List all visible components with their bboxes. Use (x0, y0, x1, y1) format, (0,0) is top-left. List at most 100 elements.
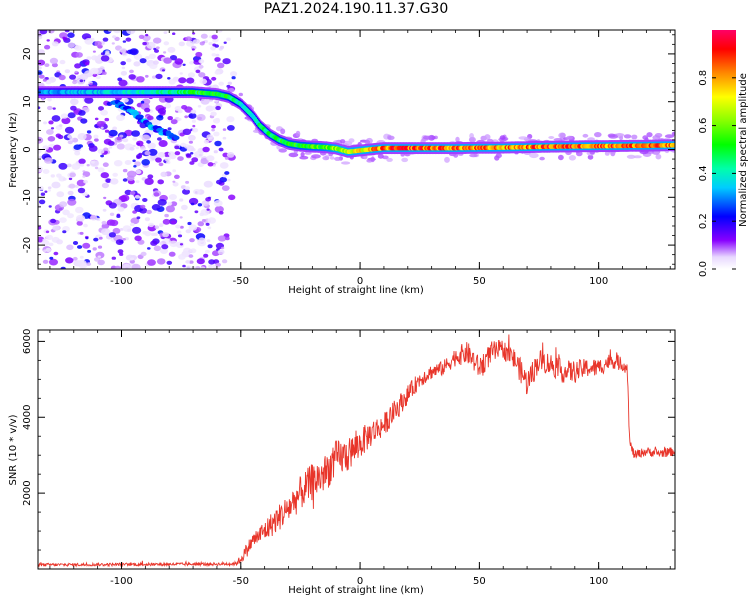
noise-speckle (68, 183, 76, 189)
noise-speckle (129, 48, 139, 56)
noise-speckle (214, 140, 222, 147)
noise-speckle (47, 105, 53, 111)
noise-speckle (73, 144, 82, 150)
noise-speckle (167, 201, 173, 206)
noise-speckle (134, 235, 142, 242)
noise-speckle (97, 259, 105, 266)
noise-speckle (222, 58, 231, 65)
noise-speckle (202, 146, 210, 153)
y-tick-label: -10 (22, 189, 33, 205)
noise-speckle (114, 36, 120, 42)
noise-speckle (213, 200, 223, 207)
noise-speckle (224, 156, 229, 160)
noise-speckle (122, 40, 127, 43)
colorbar-label: Normalized spectral amplitude (738, 73, 749, 227)
noise-speckle (210, 46, 217, 51)
noise-speckle (100, 109, 108, 116)
noise-speckle (198, 72, 206, 78)
noise-speckle (155, 157, 162, 163)
spectrogram-y-ticks: -20 -10 0 10 20 (22, 34, 675, 265)
noise-speckle (95, 75, 101, 80)
noise-speckle (59, 217, 67, 223)
noise-speckle (178, 41, 185, 47)
haze-speckle (655, 153, 662, 160)
noise-speckle (127, 170, 137, 178)
haze-speckle (300, 152, 305, 157)
noise-speckle (144, 107, 151, 113)
noise-speckle (198, 237, 205, 243)
noise-speckle (124, 160, 132, 165)
noise-speckle (94, 138, 99, 142)
haze-speckle (484, 134, 491, 140)
noise-speckle (129, 146, 135, 151)
noise-speckle (163, 51, 167, 54)
noise-speckle (211, 53, 217, 57)
noise-speckle (214, 70, 221, 75)
noise-speckle (82, 175, 86, 178)
noise-speckle (102, 208, 107, 212)
noise-speckle (100, 126, 104, 129)
noise-speckle (122, 168, 128, 173)
noise-speckle (84, 38, 94, 45)
noise-speckle (67, 42, 76, 48)
snr-series-line (38, 334, 675, 568)
noise-speckle (62, 209, 70, 216)
noise-speckle (168, 151, 175, 157)
noise-speckle (113, 30, 122, 34)
noise-speckle (154, 225, 160, 229)
noise-speckle (45, 234, 54, 241)
x-tick-label: -100 (110, 276, 133, 287)
noise-speckle (56, 191, 65, 198)
noise-speckle (44, 44, 51, 50)
noise-speckle (125, 37, 132, 42)
noise-speckle (129, 190, 136, 196)
noise-speckle (38, 247, 41, 251)
noise-speckle (109, 146, 113, 149)
noise-speckle (103, 138, 112, 145)
noise-speckle (217, 249, 225, 255)
noise-speckle (119, 134, 124, 138)
x-tick-label: 50 (473, 576, 486, 587)
noise-speckle (93, 134, 99, 139)
noise-speckle (161, 244, 169, 250)
spectrogram-x-label: Height of straight line (km) (288, 285, 424, 296)
noise-speckle (153, 47, 157, 51)
noise-speckle (38, 166, 43, 173)
haze-speckle (329, 156, 335, 160)
noise-speckle (221, 185, 230, 192)
noise-speckle (86, 56, 92, 60)
noise-speckle (74, 150, 81, 156)
noise-speckle (129, 69, 134, 74)
noise-speckle (219, 162, 229, 169)
noise-speckle (50, 218, 57, 224)
noise-speckle (80, 163, 84, 167)
noise-speckle (135, 180, 140, 184)
noise-speckle (140, 251, 147, 257)
noise-speckle (74, 70, 78, 74)
noise-speckle (153, 232, 158, 236)
noise-speckle (162, 232, 170, 238)
haze-speckle (654, 133, 663, 138)
noise-speckle (82, 242, 91, 249)
noise-speckle (94, 117, 99, 121)
noise-speckle (133, 53, 143, 60)
noise-speckle (211, 124, 216, 129)
noise-speckle (75, 206, 84, 214)
noise-speckle (97, 255, 102, 258)
noise-speckle (211, 76, 217, 81)
noise-speckle (44, 190, 48, 193)
noise-speckle (160, 248, 168, 254)
noise-speckle (175, 224, 181, 229)
noise-speckle (75, 52, 83, 58)
noise-speckle (60, 266, 66, 269)
noise-speckle (142, 34, 151, 42)
noise-speckle (163, 57, 172, 64)
noise-speckle (184, 265, 193, 269)
noise-speckle (187, 72, 196, 78)
noise-speckle (212, 118, 221, 124)
noise-speckle (186, 40, 195, 47)
noise-speckle (226, 37, 231, 41)
noise-speckle (190, 109, 197, 114)
haze-speckle (607, 133, 616, 138)
